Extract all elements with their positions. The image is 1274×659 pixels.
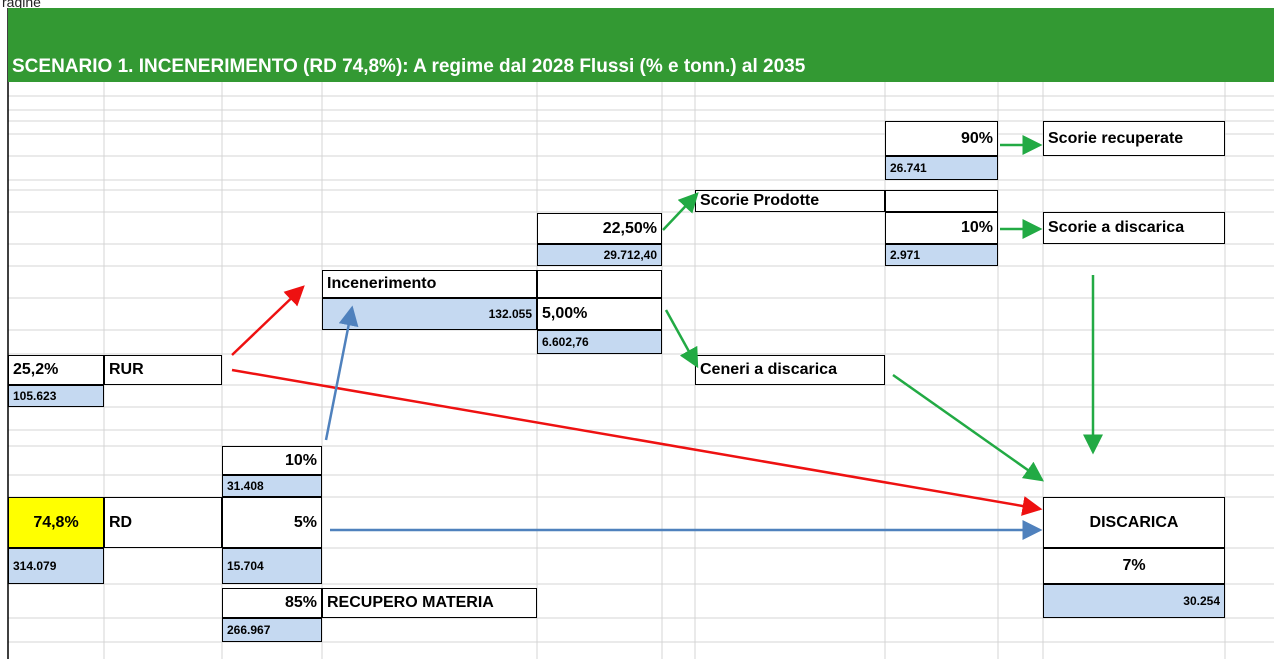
cell: 314.079 xyxy=(8,548,104,584)
cell: Scorie a discarica xyxy=(1043,212,1225,244)
cell: 5% xyxy=(222,497,322,548)
cell: 2.971 xyxy=(885,244,998,266)
cell: 29.712,40 xyxy=(537,244,662,266)
cell: Ceneri a discarica xyxy=(695,355,885,385)
cell: 15.704 xyxy=(222,548,322,584)
cell-empty xyxy=(537,270,662,298)
arrow xyxy=(324,305,359,441)
cell: 85% xyxy=(222,588,322,618)
cell: 5,00% xyxy=(537,298,662,330)
header: SCENARIO 1. INCENERIMENTO (RD 74,8%): A … xyxy=(8,8,1274,82)
arrow xyxy=(892,373,1045,482)
cell: RD xyxy=(104,497,222,548)
cell: 30.254 xyxy=(1043,584,1225,618)
cell: 7% xyxy=(1043,548,1225,584)
cell: 74,8% xyxy=(8,497,104,548)
cell: 26.741 xyxy=(885,156,998,180)
cell: 105.623 xyxy=(8,385,104,407)
title: SCENARIO 1. INCENERIMENTO (RD 74,8%): A … xyxy=(12,56,806,77)
arrow xyxy=(664,309,699,369)
cell: 31.408 xyxy=(222,475,322,497)
caption: ragine xyxy=(2,0,41,10)
cell: DISCARICA xyxy=(1043,497,1225,548)
cell-empty xyxy=(885,190,998,212)
cell: 22,50% xyxy=(537,213,662,244)
cell: 10% xyxy=(222,446,322,475)
cell: 90% xyxy=(885,121,998,156)
arrow xyxy=(231,285,305,356)
cell: RECUPERO MATERIA xyxy=(322,588,537,618)
cell: Scorie recuperate xyxy=(1043,121,1225,156)
arrow xyxy=(662,192,699,231)
cell: Scorie Prodotte xyxy=(695,190,885,212)
cell: 6.602,76 xyxy=(537,330,662,354)
cell: 10% xyxy=(885,212,998,244)
cell: 266.967 xyxy=(222,618,322,642)
arrow xyxy=(231,368,1043,516)
cell: RUR xyxy=(104,355,222,385)
cell: 25,2% xyxy=(8,355,104,385)
cell: Incenerimento xyxy=(322,270,537,298)
